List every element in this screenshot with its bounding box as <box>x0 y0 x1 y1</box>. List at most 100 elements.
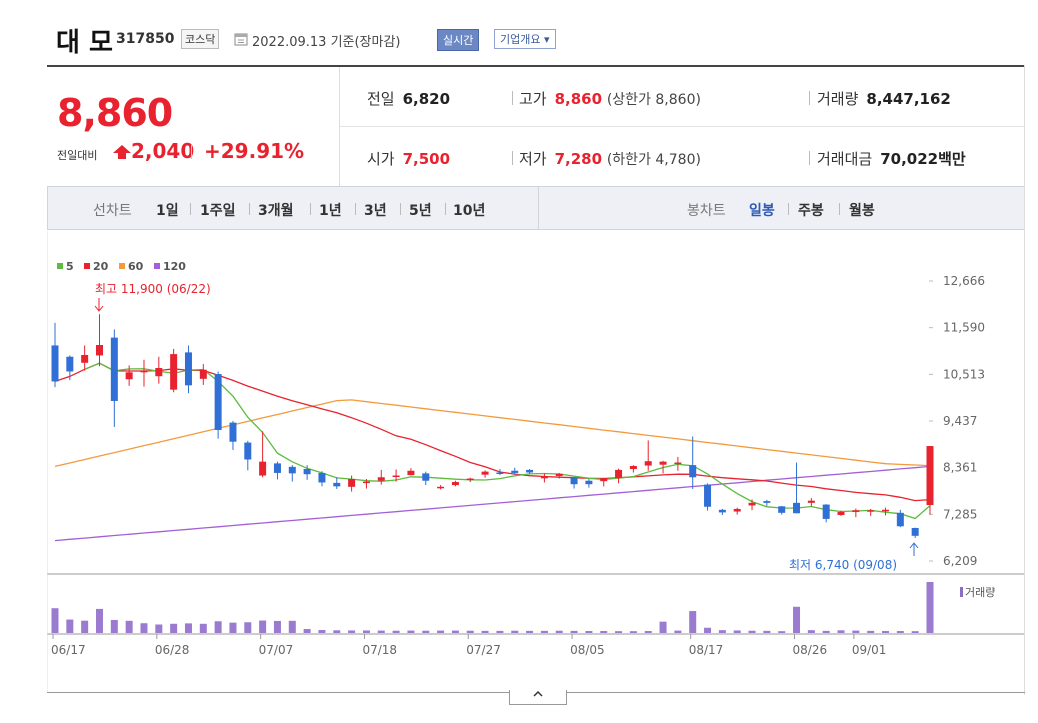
current-price: 8,860 <box>57 91 173 135</box>
change-amount: 2,040 <box>113 139 194 163</box>
volume-bar <box>95 608 103 633</box>
high-cell: 고가 8,860 (상한가 8,860) <box>519 90 701 108</box>
legend-swatch <box>119 263 125 269</box>
volume-bar <box>273 620 281 633</box>
volume-bar <box>526 630 534 633</box>
y-tick-label: 7,285 <box>943 507 977 521</box>
candle-body <box>793 502 801 514</box>
candle-body <box>822 504 830 519</box>
candle-body <box>244 442 252 460</box>
y-tick-label: 11,590 <box>943 321 985 335</box>
period-1w[interactable]: 1주일 <box>200 203 236 219</box>
period-3m[interactable]: 3개월 <box>258 203 294 219</box>
volume-bar <box>733 630 741 633</box>
divider <box>190 203 191 215</box>
candlestick-chart-svg: 12,666 11,590 10,513 9,437 8,361 7,285 6,209 5 2… <box>47 231 1025 692</box>
candle-body <box>570 477 578 485</box>
volume-bar <box>229 622 237 633</box>
volume-bar <box>555 630 563 633</box>
period-1y[interactable]: 1년 <box>319 203 342 219</box>
legend-label: 20 <box>93 260 109 273</box>
chart-period-bar: 선차트 1일 1주일 3개월 1년 3년 5년 10년 봉차트 일봉 주봉 월봉 <box>47 186 1025 230</box>
candle-body <box>348 478 356 487</box>
candle-body <box>733 508 741 512</box>
volume-bar <box>704 627 712 633</box>
candle-body <box>95 345 103 356</box>
volume-bar <box>66 619 74 633</box>
period-1d[interactable]: 1일 <box>156 203 179 219</box>
ma5-line <box>84 362 931 520</box>
volume-bar <box>407 630 415 633</box>
candle-body <box>66 356 74 372</box>
period-5y[interactable]: 5년 <box>409 203 432 219</box>
candle-monthly[interactable]: 월봉 <box>849 203 875 219</box>
candle-chart-label: 봉차트 <box>687 203 726 219</box>
y-tick-label: 6,209 <box>943 554 977 568</box>
candle-body <box>926 446 934 506</box>
x-tick-label: 08/26 <box>793 643 828 657</box>
candle-body <box>540 476 548 479</box>
volume-bar <box>718 630 726 633</box>
candle-body <box>837 511 845 515</box>
volume-bar <box>896 631 904 633</box>
prev-close-cell: 전일 6,820 <box>367 90 451 108</box>
stock-name: 대 모 <box>56 28 113 58</box>
collapse-toggle[interactable] <box>509 690 567 705</box>
up-arrow-icon <box>113 145 131 159</box>
volume-bar <box>392 630 400 633</box>
volume-bar <box>259 620 267 633</box>
candle-body <box>896 512 904 527</box>
volume-bar <box>867 630 875 633</box>
realtime-button[interactable]: 실시간 <box>437 29 480 51</box>
candle-body <box>110 337 118 401</box>
candle-body <box>526 469 534 473</box>
candle-body <box>125 372 133 380</box>
volume-bar <box>288 620 296 633</box>
volume-bar <box>822 630 830 633</box>
volume-bar <box>51 608 59 633</box>
volume-bar <box>570 630 578 633</box>
divider <box>512 91 513 105</box>
volume-bar <box>807 630 815 633</box>
volume-bar <box>303 629 311 633</box>
candle-body <box>184 352 192 386</box>
volume-bar <box>184 623 192 633</box>
company-info-button[interactable]: 기업개요 ▾ <box>494 29 556 49</box>
candle-body <box>644 461 652 466</box>
candle-body <box>259 461 267 476</box>
volume-bar <box>348 630 356 633</box>
low-annotation: 최저 6,740 (09/08) <box>789 558 897 572</box>
candle-daily[interactable]: 일봉 <box>749 203 775 219</box>
candle-body <box>81 354 89 363</box>
candle-body <box>437 486 445 489</box>
candle-weekly[interactable]: 주봉 <box>798 203 824 219</box>
volume-bar <box>318 630 326 633</box>
x-tick-label: 09/01 <box>852 643 887 657</box>
candle-body <box>333 482 341 487</box>
candle-body <box>867 510 875 512</box>
candle-body <box>422 473 430 481</box>
volume-bar <box>214 621 222 633</box>
candle-body <box>214 374 222 430</box>
volume-bar <box>155 624 163 633</box>
candle-body <box>511 470 519 473</box>
period-10y[interactable]: 10년 <box>453 203 486 219</box>
quote-date: 2022.09.13 기준(장마감) <box>252 35 401 50</box>
period-3y[interactable]: 3년 <box>364 203 387 219</box>
volume-bar <box>81 620 89 633</box>
candle-body <box>778 506 786 513</box>
volume-bar <box>793 606 801 633</box>
candle-body <box>807 500 815 503</box>
divider <box>310 203 311 215</box>
candle-body <box>629 465 637 470</box>
trading-value-cell: 거래대금 70,022백만 <box>817 150 966 168</box>
candle-body <box>585 480 593 485</box>
line-chart-label: 선차트 <box>93 203 132 219</box>
volume-bar <box>466 630 474 633</box>
legend-swatch <box>154 263 160 269</box>
x-tick-label: 06/17 <box>51 643 86 657</box>
candle-body <box>555 473 563 476</box>
candle-body <box>600 478 608 482</box>
candle-body <box>674 462 682 465</box>
candle-body <box>911 528 919 536</box>
